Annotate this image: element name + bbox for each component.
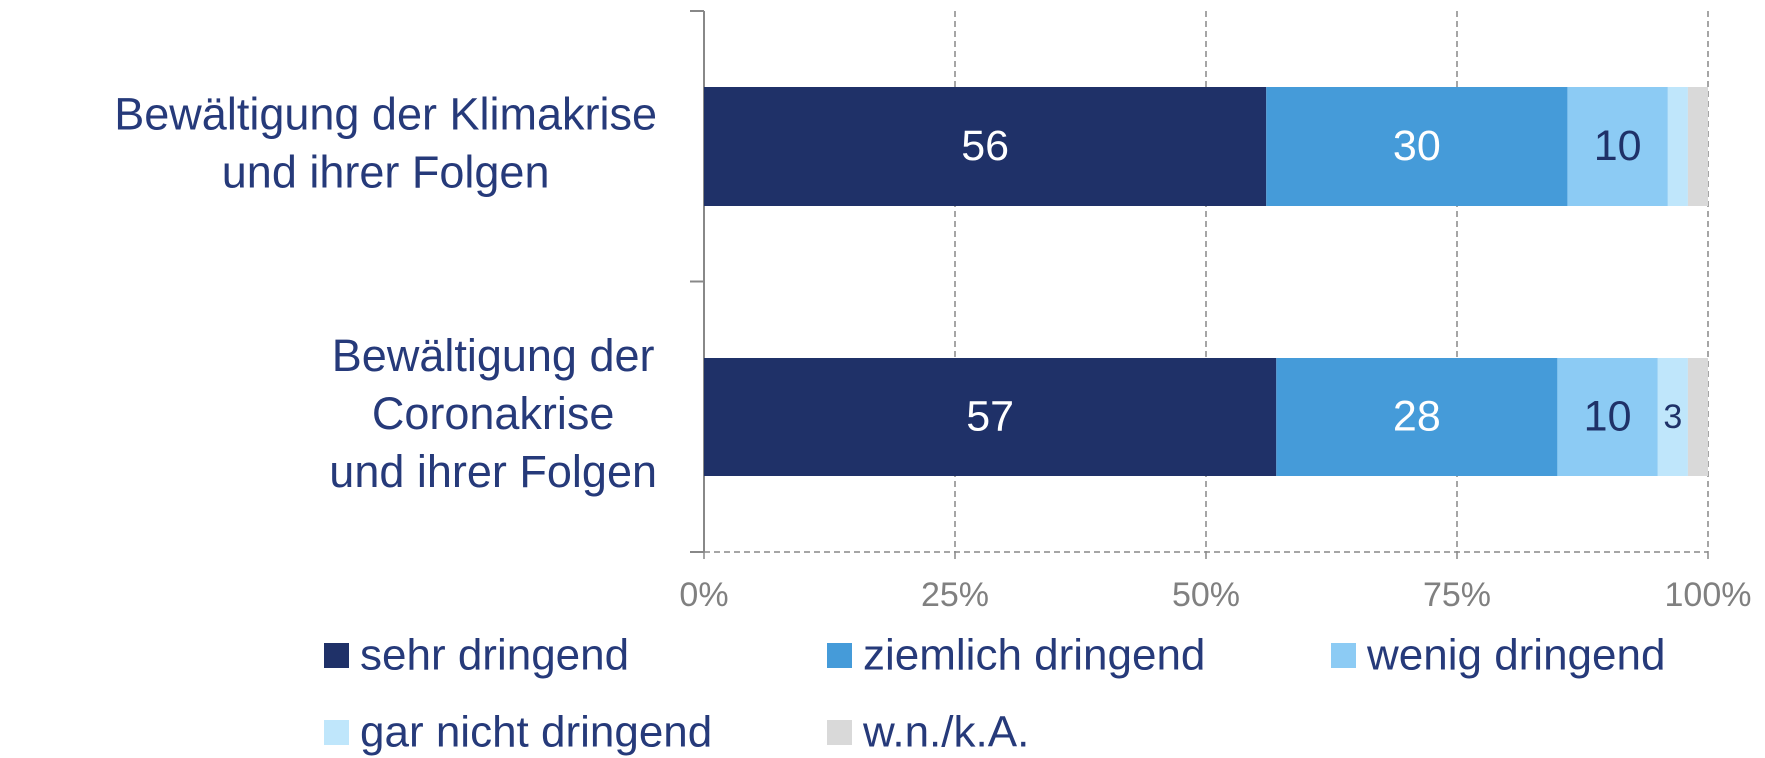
value-label: 3 xyxy=(1663,398,1682,436)
x-tick-label: 100% xyxy=(1665,576,1752,614)
bar-segment xyxy=(704,87,1267,206)
legend-label: w.n./k.A. xyxy=(862,708,1029,757)
legend-label: wenig dringend xyxy=(1366,631,1665,680)
bar-segment xyxy=(1687,358,1708,476)
category-label: Bewältigung der Coronakrise und ihrer Folg… xyxy=(329,330,657,497)
bar-segment xyxy=(1276,358,1558,476)
bar-segment xyxy=(1266,87,1568,206)
x-tick-label: 0% xyxy=(679,576,728,614)
legend-swatch xyxy=(827,643,852,668)
bar-segment xyxy=(704,358,1277,476)
value-label: 28 xyxy=(1393,392,1441,440)
value-label: 30 xyxy=(1393,122,1441,170)
value-label: 10 xyxy=(1594,122,1642,170)
legend-label: gar nicht dringend xyxy=(360,708,712,757)
value-label: 56 xyxy=(961,122,1009,170)
legend-label: sehr dringend xyxy=(360,631,629,680)
bar-segment xyxy=(1567,87,1668,206)
bar-segment xyxy=(1657,358,1688,476)
legend-swatch xyxy=(324,643,349,668)
x-tick-label: 75% xyxy=(1423,576,1491,614)
legend-label: ziemlich dringend xyxy=(863,631,1205,680)
value-label: 10 xyxy=(1584,392,1632,440)
category-label: Bewältigung der Klimakrise und ihrer Folg… xyxy=(114,88,657,197)
bar-segment xyxy=(1687,87,1708,206)
legend-swatch xyxy=(827,720,852,745)
bar-segment xyxy=(1557,358,1658,476)
value-label: 57 xyxy=(966,392,1014,440)
legend-swatch xyxy=(324,720,349,745)
x-tick-label: 25% xyxy=(921,576,989,614)
legend-swatch xyxy=(1331,643,1356,668)
x-tick-label: 50% xyxy=(1172,576,1240,614)
bar-segment xyxy=(1667,87,1688,206)
